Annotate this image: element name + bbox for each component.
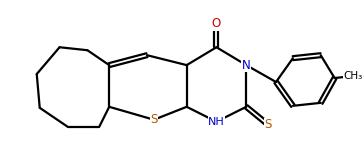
- Text: N: N: [242, 59, 251, 72]
- Text: S: S: [150, 113, 158, 126]
- Text: S: S: [264, 118, 272, 131]
- Text: NH: NH: [208, 117, 225, 127]
- Text: O: O: [212, 17, 221, 30]
- Text: CH₃: CH₃: [344, 71, 363, 81]
